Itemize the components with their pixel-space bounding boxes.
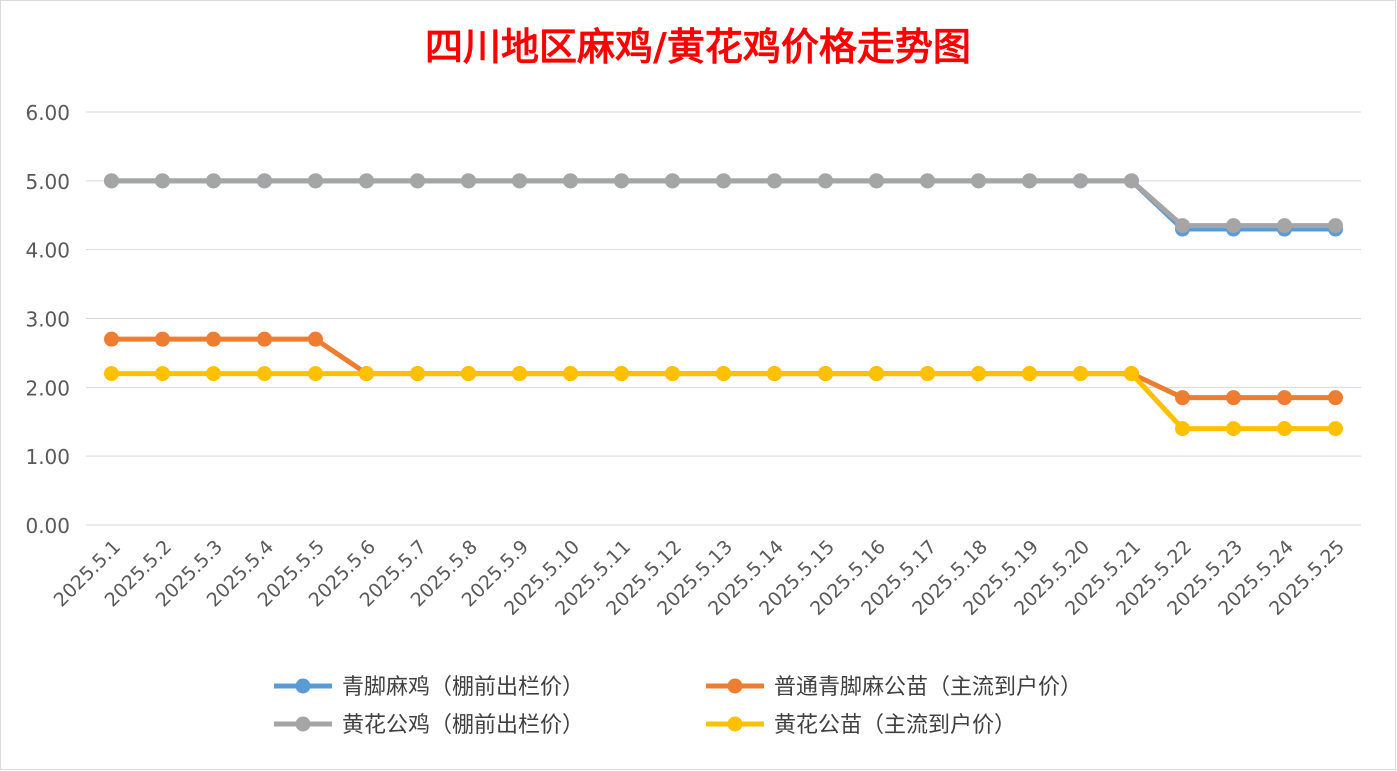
legend-label: 青脚麻鸡（棚前出栏价） [342,675,584,700]
data-point [461,366,476,382]
data-point [920,173,935,189]
data-point [614,173,629,189]
data-point [155,331,170,347]
data-point [1073,173,1088,189]
data-point [665,366,680,382]
data-point [308,173,323,189]
data-point [1277,218,1292,234]
data-point [1328,390,1343,406]
data-point [206,331,221,347]
data-point [512,366,527,382]
legend-item: 青脚麻鸡（棚前出栏价） [274,675,584,700]
legend-marker [727,716,743,732]
data-point [869,173,884,189]
data-point [1226,421,1241,437]
data-point [1328,218,1343,234]
series-lines [104,173,1343,437]
data-point [512,173,527,189]
data-point [971,173,986,189]
data-point [410,366,425,382]
legend-item: 普通青脚麻公苗（主流到户价） [706,675,1082,700]
data-point [920,366,935,382]
series-3 [104,366,1343,437]
data-point [308,366,323,382]
data-point [308,331,323,347]
chart-title: 四川地区麻鸡/黄花鸡价格走势图 [425,24,971,69]
data-point [665,173,680,189]
data-point [104,173,119,189]
data-point [155,366,170,382]
data-point [206,366,221,382]
y-axis-ticks: 0.00 1.00 2.00 3.00 4.00 5.00 6.00 [25,101,70,538]
data-point [257,366,272,382]
legend-label: 黄花公苗（主流到户价） [774,713,1016,738]
data-point [767,366,782,382]
legend-marker [295,678,311,694]
legend-label: 黄花公鸡（棚前出栏价） [342,713,584,738]
data-point [1175,218,1190,234]
data-point [563,173,578,189]
data-point [359,173,374,189]
data-point [1175,421,1190,437]
legend-marker [295,716,311,732]
data-point [869,366,884,382]
data-point [563,366,578,382]
legend-marker [727,678,743,694]
legend-item: 黄花公苗（主流到户价） [706,713,1016,738]
data-point [104,366,119,382]
data-point [1073,366,1088,382]
data-point [206,173,221,189]
data-point [155,173,170,189]
y-tick-label: 2.00 [25,376,70,400]
data-point [818,173,833,189]
data-point [257,331,272,347]
data-point [1277,421,1292,437]
legend: 青脚麻鸡（棚前出栏价） 普通青脚麻公苗（主流到户价） 黄花公鸡（棚前出栏价） 黄花公苗… [274,675,1082,738]
y-tick-label: 0.00 [25,514,70,538]
data-point [1022,173,1037,189]
legend-item: 黄花公鸡（棚前出栏价） [274,713,584,738]
y-tick-label: 1.00 [25,445,70,469]
y-tick-label: 3.00 [25,308,70,332]
data-point [716,173,731,189]
data-point [359,366,374,382]
data-point [410,173,425,189]
data-point [1124,366,1139,382]
y-tick-label: 5.00 [25,170,70,194]
data-point [257,173,272,189]
data-point [1124,173,1139,189]
data-point [614,366,629,382]
legend-label: 普通青脚麻公苗（主流到户价） [774,675,1082,700]
data-point [104,331,119,347]
data-point [1226,390,1241,406]
data-point [767,173,782,189]
data-point [1226,218,1241,234]
data-point [461,173,476,189]
data-point [971,366,986,382]
data-point [1022,366,1037,382]
data-point [716,366,731,382]
data-point [1175,390,1190,406]
data-point [1277,390,1292,406]
data-point [818,366,833,382]
y-tick-label: 6.00 [25,101,70,125]
data-point [1328,421,1343,437]
series-2 [104,173,1343,234]
y-tick-label: 4.00 [25,239,70,263]
